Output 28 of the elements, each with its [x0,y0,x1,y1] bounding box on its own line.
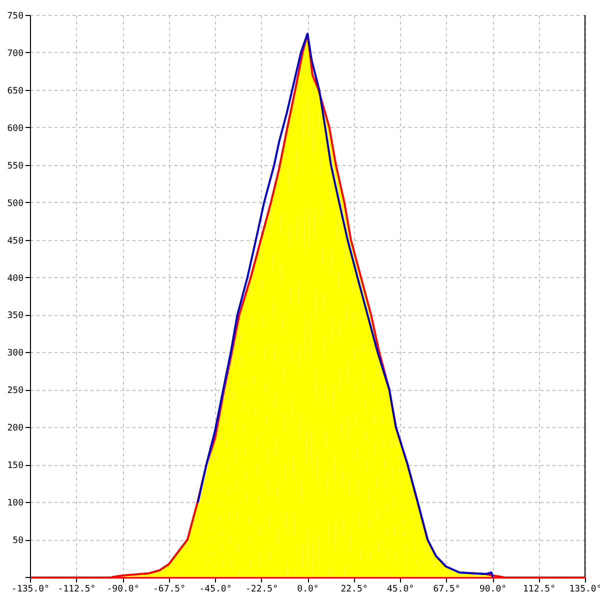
y-tick-label: 400 [7,274,24,284]
y-tick-label: 650 [7,86,24,96]
x-tick-label: 0.0° [297,584,319,594]
x-tick-label: 67.5° [433,584,460,594]
y-tick-label: 600 [7,124,24,134]
x-tick-label: -90.0° [106,584,140,594]
x-tick-label: -22.5° [245,584,278,594]
x-tick-label: 135.0° [569,584,600,594]
y-tick-label: 550 [7,161,24,172]
x-tick-label: -67.5° [152,584,186,594]
y-tick-label: 50 [12,536,24,546]
y-tick-label: 700 [7,48,24,59]
y-tick-label: 300 [7,348,24,359]
x-tick-label: 45.0° [386,584,414,594]
y-tick-label: 100 [7,498,24,509]
y-tick-label: 200 [7,424,24,434]
x-tick-label: -45.0° [199,584,232,594]
y-tick-label: 250 [7,386,24,396]
x-tick-label: 22.5° [340,584,368,594]
x-tick-label: 112.5° [522,584,556,594]
y-tick-label: 500 [7,198,24,209]
y-tick-label: 150 [7,461,24,472]
x-tick-label: 90.0° [479,584,507,594]
x-tick-label: -112.5° [58,584,96,594]
x-tick-label: -135.0° [12,584,50,594]
y-tick-label: 750 [7,12,24,22]
y-tick-label: 450 [7,236,24,246]
y-tick-label: 350 [7,311,24,322]
